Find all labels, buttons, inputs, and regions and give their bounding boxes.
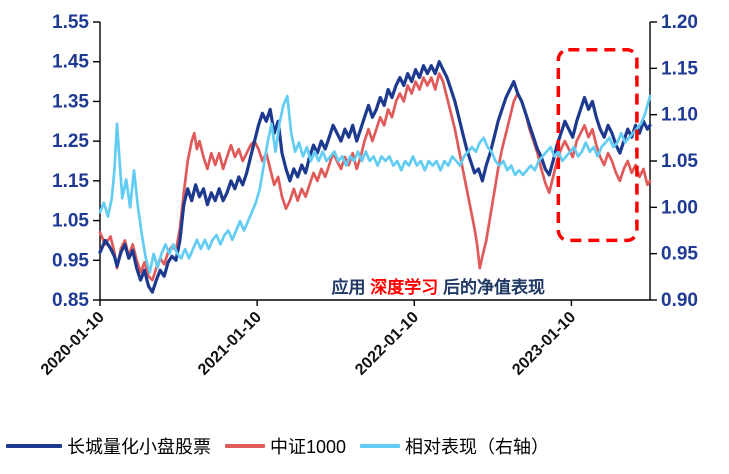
legend-item-relative: 相对表现（右轴） <box>360 433 549 459</box>
annotation-highlight: 深度学习 <box>370 277 438 297</box>
annotation-layer: 应用 深度学习 后的净值表现 <box>332 48 639 297</box>
right-axis-label: 0.90 <box>661 290 698 311</box>
right-axis-label: 0.95 <box>661 244 698 265</box>
x-axis-label: 2023-01-10 <box>509 309 579 379</box>
right-axis-label: 1.00 <box>661 197 698 218</box>
left-axis-label: 1.25 <box>52 131 89 152</box>
legend-line-swatch <box>360 444 401 448</box>
series-line-fund <box>98 60 652 294</box>
left-axis-label: 0.95 <box>52 250 89 271</box>
legend-line-swatch <box>225 444 265 448</box>
x-axis-label: 2020-01-10 <box>38 309 108 379</box>
annotation-prefix: 应用 <box>332 277 366 297</box>
legend-item-fund: 长城量化小盘股票 <box>6 433 211 459</box>
series-line-relative <box>98 94 652 274</box>
left-axis-label: 1.45 <box>52 52 89 73</box>
right-axis-label: 1.15 <box>661 58 698 79</box>
annotation-suffix: 后的净值表现 <box>443 277 545 297</box>
chart-legend: 长城量化小盘股票 中证1000 相对表现（右轴） <box>0 433 729 459</box>
chart-annotation: 应用 深度学习 后的净值表现 <box>332 277 545 297</box>
x-axis-label: 2021-01-10 <box>195 309 265 379</box>
legend-label: 长城量化小盘股票 <box>67 437 211 457</box>
line-chart: 0.85 0.95 1.05 1.15 1.25 1.35 1.45 1.55 0.90 0.95… <box>38 12 698 379</box>
legend-line-swatch <box>6 444 62 448</box>
right-axis-label: 1.20 <box>661 12 698 33</box>
right-axis-label: 1.10 <box>661 105 698 126</box>
x-axis-label: 2022-01-10 <box>352 309 422 379</box>
series-layer <box>98 60 652 294</box>
legend-label: 中证1000 <box>270 437 347 457</box>
left-axis-label: 0.85 <box>52 290 89 311</box>
left-axis-label: 1.15 <box>52 171 89 192</box>
legend-label: 相对表现（右轴） <box>405 437 550 457</box>
right-axis-label: 1.05 <box>661 151 698 172</box>
left-axis-label: 1.05 <box>52 211 89 232</box>
series-line-index <box>98 72 652 282</box>
legend-item-index: 中证1000 <box>225 433 346 459</box>
highlight-box <box>556 48 639 243</box>
left-axis-label: 1.35 <box>52 91 89 112</box>
left-axis-label: 1.55 <box>52 12 89 33</box>
